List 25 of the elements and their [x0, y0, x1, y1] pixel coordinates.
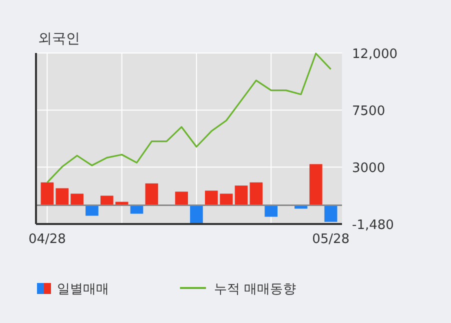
bar	[204, 190, 218, 206]
bar	[250, 182, 263, 206]
bar	[220, 194, 233, 206]
y-tick-label: -1,480	[352, 218, 394, 233]
y-tick-label: 3000	[352, 161, 386, 176]
bar	[40, 182, 54, 206]
bar	[175, 192, 188, 206]
x-tick-label: 05/28	[312, 232, 350, 247]
bar	[70, 194, 84, 206]
bar	[56, 188, 69, 206]
y-tick-label: 7500	[352, 104, 386, 120]
bar	[324, 205, 338, 222]
bar	[234, 186, 248, 206]
bar	[309, 164, 322, 206]
bar	[190, 205, 203, 224]
chart-title: 외국인	[38, 31, 80, 47]
y-tick-label: 12,000	[352, 47, 398, 62]
x-tick-label: 04/28	[28, 232, 66, 247]
bar	[264, 205, 278, 217]
bar	[145, 183, 158, 206]
line-series	[46, 52, 332, 184]
bar	[100, 196, 114, 206]
legend-label: 누적 매매동향	[214, 282, 296, 297]
bar	[86, 205, 98, 216]
legend-label: 일별매매	[57, 282, 109, 297]
